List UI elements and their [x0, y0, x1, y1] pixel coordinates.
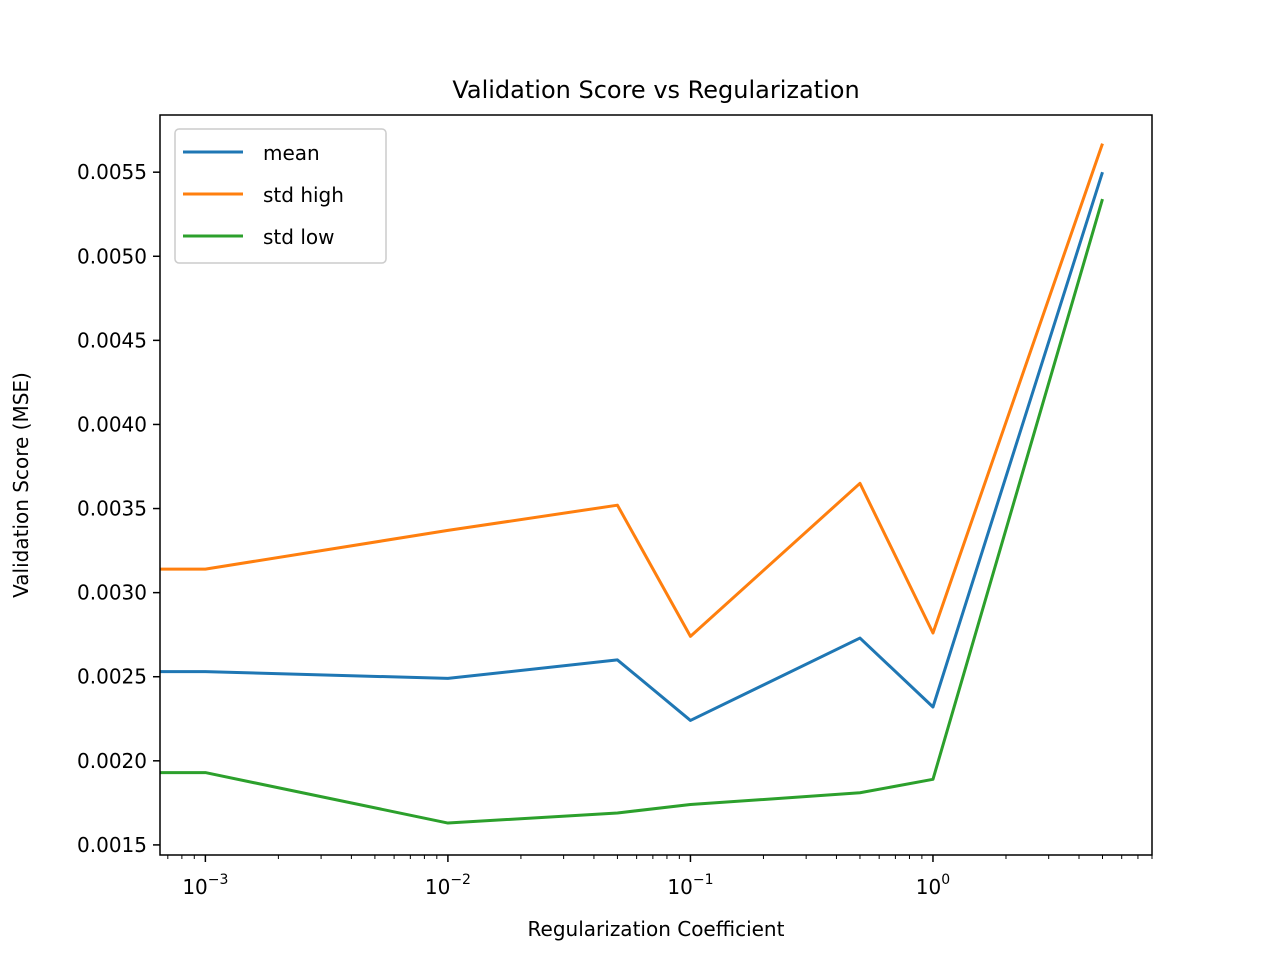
x-tick-label: 10−1	[667, 872, 713, 899]
y-tick-label: 0.0020	[77, 749, 147, 773]
series-line-std-high	[160, 143, 1104, 638]
series-lines	[160, 143, 1104, 825]
legend-box	[174, 128, 387, 264]
legend-label: std high	[263, 183, 344, 207]
y-tick-label: 0.0025	[77, 665, 147, 689]
x-tick-label: 10−3	[182, 872, 228, 899]
y-tick-label: 0.0030	[77, 581, 147, 605]
y-tick-label: 0.0040	[77, 412, 147, 436]
series-line-std-low	[160, 198, 1104, 825]
x-tick-label: 10−2	[425, 872, 471, 899]
chart-title: Validation Score vs Regularization	[452, 76, 859, 104]
legend-label: std low	[263, 225, 334, 249]
y-axis-label: Validation Score (MSE)	[9, 372, 33, 598]
y-axis: 0.0015 0.0020 0.0025 0.0030 0.0035 0.0040 0.00…	[77, 160, 160, 857]
x-tick-label: 100	[916, 872, 950, 899]
x-axis: 10−3 10−2 10−1 100	[167, 855, 1153, 899]
y-tick-label: 0.0045	[77, 328, 147, 352]
y-tick-label: 0.0035	[77, 497, 147, 521]
y-tick-label: 0.0050	[77, 244, 147, 268]
plot-frame	[159, 114, 1153, 856]
series-line-mean	[160, 171, 1104, 722]
legend: mean std high std low	[174, 128, 387, 264]
legend-label: mean	[263, 141, 320, 165]
y-tick-label: 0.0015	[77, 833, 147, 857]
x-axis-label: Regularization Coefficient	[528, 917, 785, 941]
y-tick-label: 0.0055	[77, 160, 147, 184]
